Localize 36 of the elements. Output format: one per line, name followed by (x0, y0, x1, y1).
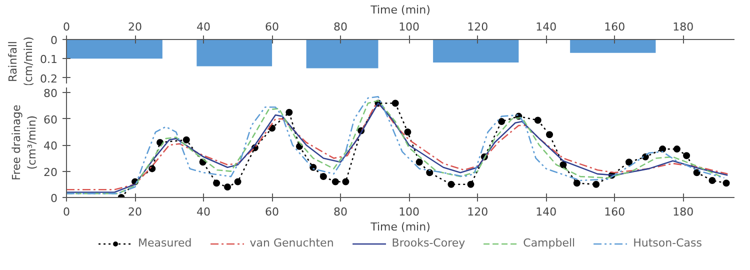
x-tick-label: 60 (265, 20, 280, 34)
y-tick-label: 0.2 (40, 72, 58, 86)
x-tick-label: 120 (467, 20, 488, 34)
y-tick-label: 40 (44, 140, 58, 153)
x-tick-label: 20 (128, 20, 142, 34)
legend-label: Brooks-Corey (392, 236, 466, 250)
x-axis-title: Time (min) (370, 220, 430, 234)
y-tick-label: 60 (44, 113, 58, 126)
y-tick-label: 0.1 (40, 53, 58, 66)
x-tick-label: 140 (536, 206, 557, 218)
x-tick-label: 160 (604, 206, 626, 218)
x-tick-label: 40 (196, 20, 211, 34)
x-tick-label: 100 (398, 206, 420, 218)
x-tick-label: 160 (604, 20, 626, 34)
x-tick-label: 100 (398, 20, 420, 34)
x-tick-label: 80 (334, 206, 348, 218)
x-axis-title: Time (min) (370, 4, 430, 16)
legend-label: van Genuchten (250, 236, 334, 250)
x-tick-label: 180 (672, 206, 694, 218)
legend-label: Hutson-Cass (633, 236, 702, 250)
x-tick-label: 80 (334, 20, 348, 34)
y-tick-label: 80 (44, 87, 58, 100)
x-tick-label: 40 (196, 206, 211, 218)
y-tick-label: 0 (50, 192, 58, 205)
x-tick-label: 0 (63, 206, 70, 218)
x-tick-label: 0 (63, 20, 70, 34)
legend-label: Campbell (523, 236, 576, 250)
x-tick-label: 180 (672, 20, 694, 34)
x-tick-label: 20 (128, 206, 142, 218)
x-tick-label: 120 (467, 206, 488, 218)
x-tick-label: 60 (265, 206, 280, 218)
y-axis-title: Free drainage (cm³/min) (10, 104, 39, 180)
legend-label: Measured (138, 236, 192, 250)
y-tick-label: 0 (50, 34, 58, 47)
x-tick-label: 140 (536, 20, 557, 34)
y-tick-label: 20 (44, 166, 58, 179)
